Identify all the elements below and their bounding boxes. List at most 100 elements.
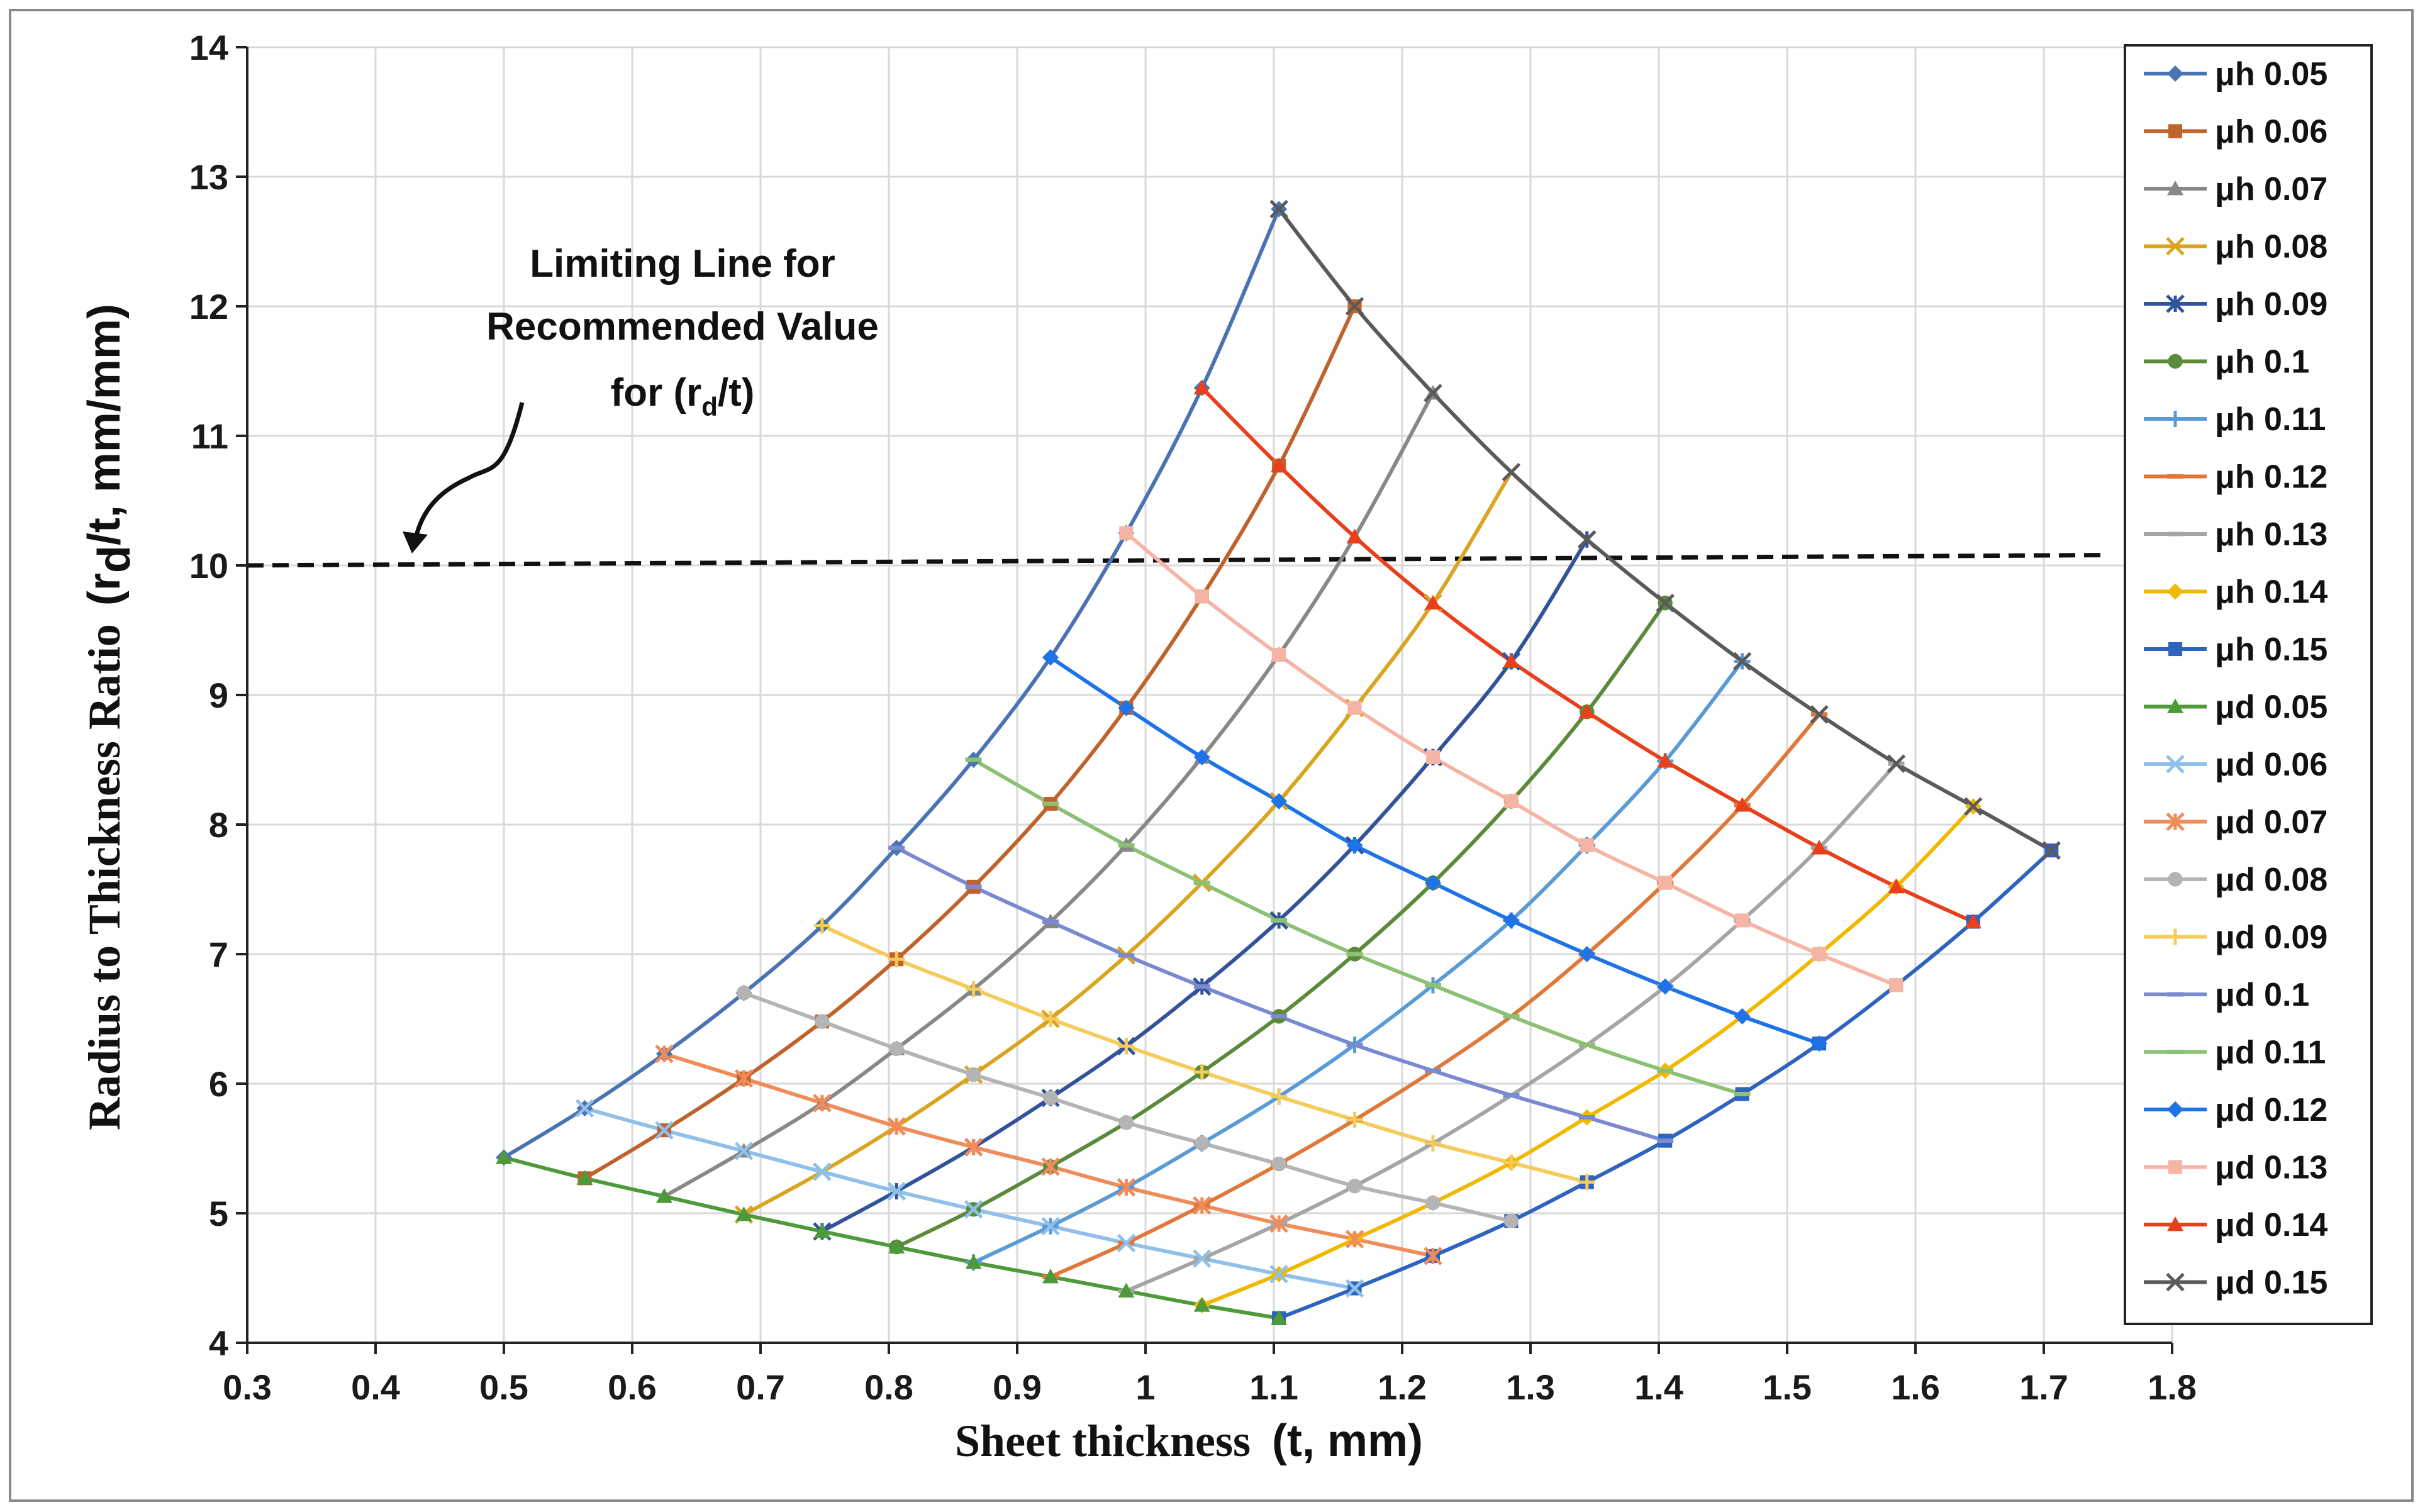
legend-entry: μd 0.09 xyxy=(2215,920,2327,956)
legend-entry: μh 0.07 xyxy=(2215,171,2327,208)
legend-entry: μh 0.1 xyxy=(2215,344,2309,381)
legend-entry: μd 0.1 xyxy=(2215,977,2309,1013)
series-marker xyxy=(813,1094,832,1113)
legend-entry: μh 0.13 xyxy=(2215,516,2327,553)
series-marker xyxy=(1193,379,1210,395)
series-marker xyxy=(2167,181,2183,196)
y-tick-label: 10 xyxy=(189,546,228,586)
x-tick-label: 1.8 xyxy=(2148,1367,2197,1407)
legend-entry: μd 0.13 xyxy=(2215,1150,2327,1186)
series-marker xyxy=(1503,653,1520,668)
series-marker xyxy=(813,917,830,934)
series-marker xyxy=(1735,913,1749,928)
series-marker xyxy=(2168,642,2183,657)
series-marker xyxy=(2167,1101,2183,1118)
series-line xyxy=(503,208,1281,1159)
x-tick-label: 0.6 xyxy=(608,1367,657,1407)
series-marker xyxy=(1889,978,1904,992)
series-markers xyxy=(496,199,2061,1325)
x-tick-label: 0.7 xyxy=(736,1367,785,1407)
series-marker xyxy=(1424,874,1441,891)
legend-entry: μh 0.06 xyxy=(2215,114,2327,150)
series-marker xyxy=(736,986,752,1001)
annotation-arrow xyxy=(403,402,525,553)
series-marker xyxy=(1812,947,1827,962)
y-tick-label: 13 xyxy=(189,157,228,197)
series-marker xyxy=(1887,754,1906,773)
limiting-line xyxy=(247,553,2109,568)
series-marker xyxy=(1425,1195,1441,1211)
series-marker xyxy=(1658,876,1673,890)
x-tick-label: 1.6 xyxy=(1891,1367,1940,1407)
y-tick-label: 14 xyxy=(189,28,228,67)
series-marker xyxy=(1580,838,1594,853)
series-marker xyxy=(1656,593,1675,613)
series-marker xyxy=(2167,1216,2183,1231)
series-marker xyxy=(656,1188,672,1203)
series-marker xyxy=(2168,1160,2183,1174)
legend-entry: μh 0.08 xyxy=(2215,229,2327,265)
series-marker xyxy=(1119,526,1134,540)
series-line xyxy=(973,660,1744,1264)
series-marker xyxy=(815,1014,830,1029)
x-tick-label: 1.3 xyxy=(1506,1367,1555,1407)
series-marker xyxy=(1192,1196,1212,1215)
series-marker xyxy=(1193,748,1210,765)
x-tick-label: 1.2 xyxy=(1378,1367,1427,1407)
legend-entry: μd 0.07 xyxy=(2215,804,2327,841)
series-marker xyxy=(1193,1297,1210,1312)
series-line xyxy=(821,538,1589,1233)
x-tick-label: 0.4 xyxy=(351,1367,400,1407)
series-marker xyxy=(1117,1233,1136,1253)
series-marker xyxy=(1271,1157,1286,1172)
series-marker xyxy=(964,1138,983,1157)
x-tick-label: 1.4 xyxy=(1634,1367,1683,1407)
series-marker xyxy=(1347,701,1362,715)
series-marker xyxy=(2167,65,2183,82)
series-marker xyxy=(1965,913,1982,928)
series-marker xyxy=(1345,1279,1364,1298)
y-tick-label: 11 xyxy=(191,416,228,456)
series-marker xyxy=(1041,1216,1060,1236)
y-tick-label: 9 xyxy=(209,675,228,715)
annotation-line-3: for (rd/t) xyxy=(611,371,755,421)
series-marker xyxy=(888,1238,905,1254)
series-marker xyxy=(2167,411,2183,427)
series-marker xyxy=(889,1041,904,1057)
limiting-line-group xyxy=(247,553,2109,568)
series-marker xyxy=(1192,1249,1212,1268)
series-marker xyxy=(1271,1309,1288,1325)
y-tick-label: 7 xyxy=(209,935,228,974)
series-marker xyxy=(1424,594,1441,610)
series-marker xyxy=(1734,1008,1751,1025)
x-tick-label: 1 xyxy=(1135,1367,1155,1407)
legend-entry: μd 0.12 xyxy=(2215,1092,2327,1128)
series-marker xyxy=(1271,1088,1288,1105)
legend-entry: μh 0.15 xyxy=(2215,631,2327,668)
series-marker xyxy=(1118,1115,1134,1130)
series-marker xyxy=(2167,928,2183,945)
y-tick-label: 4 xyxy=(209,1323,228,1363)
x-axis-title-unit: (t, mm) xyxy=(1272,1416,1423,1466)
series-marker xyxy=(1345,1230,1364,1248)
series-marker xyxy=(1734,797,1751,812)
legend: μh 0.05 μh 0.06 μh 0.07 μh 0.08 μh 0.09 μh 0.… xyxy=(2124,44,2373,1325)
y-tick-label: 8 xyxy=(209,805,228,845)
series-marker xyxy=(1118,1038,1135,1055)
y-axis-title-unit-sub: d xyxy=(89,545,140,573)
series-marker xyxy=(655,1044,674,1064)
x-tick-label: 0.8 xyxy=(864,1367,913,1407)
series-marker xyxy=(735,1206,752,1221)
series-marker xyxy=(734,1142,754,1160)
series-line xyxy=(503,1155,1279,1320)
series-marker xyxy=(1657,978,1674,995)
legend-entry: μd 0.11 xyxy=(2215,1035,2326,1071)
series-marker xyxy=(1503,1213,1519,1229)
series-marker xyxy=(965,981,982,998)
x-axis-title-text: Sheet thickness xyxy=(955,1416,1251,1466)
series-marker xyxy=(1346,1111,1363,1128)
series-marker xyxy=(1042,649,1059,666)
annotation-line-1: Limiting Line for xyxy=(530,242,835,286)
series-marker xyxy=(2168,353,2183,369)
